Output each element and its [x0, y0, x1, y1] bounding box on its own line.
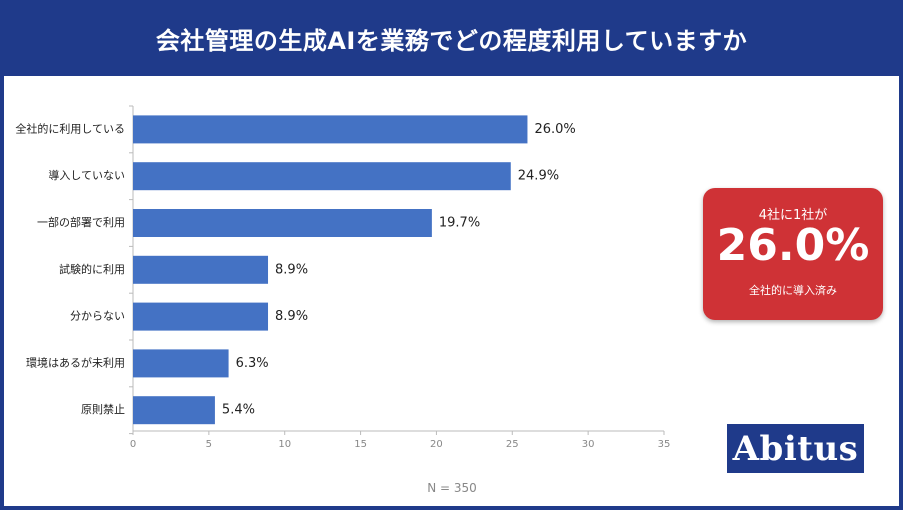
callout-bottom-text: 全社的に導入済み: [749, 284, 837, 297]
bar: [133, 209, 432, 237]
value-label: 8.9%: [275, 262, 308, 277]
highlight-callout: 4社に1社が 26.0% 全社的に導入済み: [703, 188, 883, 320]
callout-big-value: 26.0%: [716, 220, 870, 271]
x-tick-label: 5: [206, 439, 212, 450]
bar-chart: 0 5 10 15 20 25 30 35 全社的に利用している 26.0% 導入していない 24.9…: [15, 105, 671, 495]
bar: [133, 396, 215, 425]
bar: [133, 302, 269, 331]
category-label: 分からない: [70, 310, 125, 323]
value-label: 6.3%: [236, 356, 269, 371]
abitus-logo: Abitus: [727, 424, 864, 473]
callout-top-text: 4社に1社が: [758, 208, 828, 223]
x-tick-label: 0: [130, 439, 136, 450]
bar: [133, 115, 528, 144]
chart-title-bar: 会社管理の生成AIを業務でどの程度利用していますか: [0, 0, 903, 76]
value-label: 26.0%: [534, 122, 575, 137]
value-label: 19.7%: [439, 216, 480, 231]
sample-size-note: N = 350: [427, 481, 477, 495]
bar: [133, 162, 511, 191]
chart-title: 会社管理の生成AIを業務でどの程度利用していますか: [155, 26, 748, 55]
category-label: 導入していない: [48, 168, 125, 182]
category-label: 原則禁止: [81, 403, 125, 416]
value-label: 5.4%: [222, 403, 255, 418]
bar: [133, 255, 269, 284]
value-label: 8.9%: [275, 309, 308, 324]
x-tick-label: 15: [354, 439, 367, 450]
category-label: 試験的に利用: [59, 262, 125, 276]
x-tick-label: 35: [658, 439, 671, 450]
x-tick-label: 30: [582, 439, 595, 450]
value-label: 24.9%: [518, 169, 559, 184]
category-label: 全社的に利用している: [15, 121, 125, 135]
x-tick-label: 25: [506, 439, 519, 450]
category-label: 一部の部署で利用: [37, 215, 125, 229]
bar: [133, 349, 229, 378]
x-tick-label: 10: [278, 439, 291, 450]
logo-text: Abitus: [732, 428, 859, 469]
x-tick-label: 20: [430, 439, 443, 450]
category-label: 環境はあるが未利用: [26, 355, 125, 369]
